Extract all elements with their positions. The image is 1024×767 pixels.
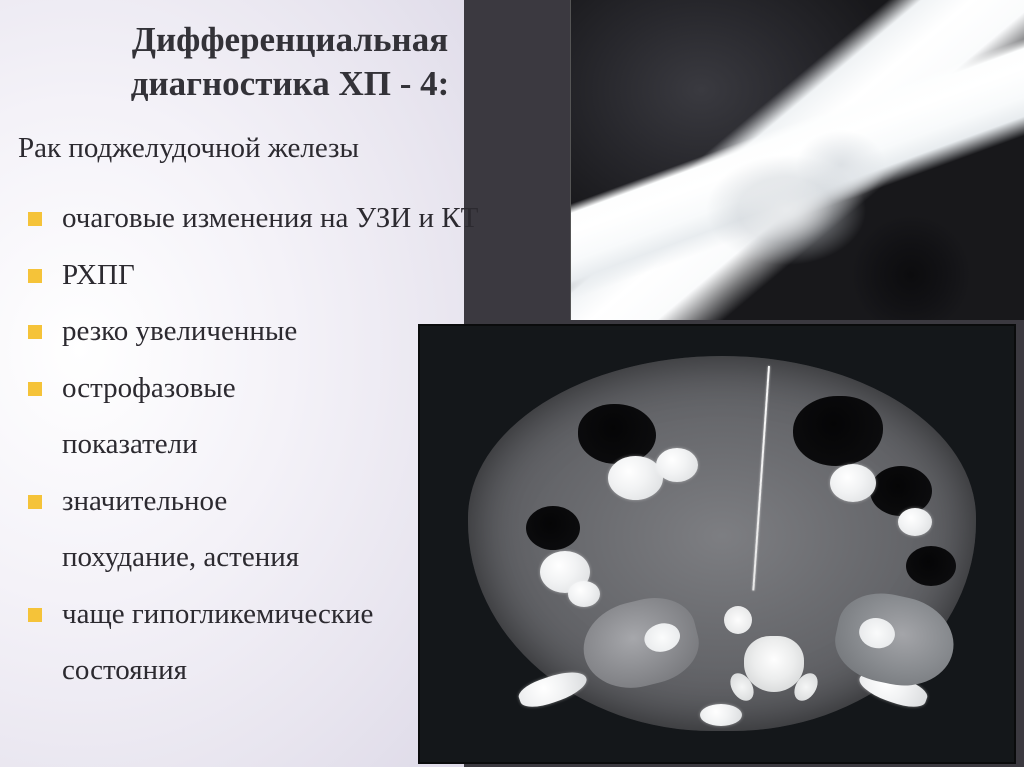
list-item: очаговые изменения на УЗИ и КТ <box>28 190 478 247</box>
list-item: острофазовые <box>28 360 478 417</box>
list-item: похудание, астения <box>28 529 478 586</box>
list-item: значительное <box>28 473 478 530</box>
slide-title: Дифференциальная диагностика ХП - 4: <box>60 18 520 106</box>
slide-subtitle: Рак поджелудочной железы <box>18 132 359 165</box>
ct-biopsy-needle <box>752 366 770 591</box>
ct-body-outline <box>468 356 976 731</box>
ct-kidney-right <box>828 585 962 696</box>
ct-gas-pocket <box>526 506 580 550</box>
ct-contrast <box>568 581 600 607</box>
ct-gas-pocket <box>578 404 656 464</box>
title-line-2: диагностика ХП - 4: <box>131 64 450 103</box>
list-item: показатели <box>28 416 478 473</box>
title-line-1: Дифференциальная <box>132 20 448 59</box>
ct-vertebra <box>744 636 804 692</box>
list-item: чаще гипогликемические <box>28 586 478 643</box>
list-item: РХПГ <box>28 247 478 304</box>
ct-contrast <box>656 448 698 482</box>
ct-contrast <box>898 508 932 536</box>
medical-image-ct-axial <box>418 324 1016 764</box>
ct-aorta <box>724 606 752 634</box>
list-item: состояния <box>28 642 478 699</box>
ct-pelvis-bone <box>700 704 742 726</box>
ct-kidney-left <box>574 588 706 698</box>
bullet-list: очаговые изменения на УЗИ и КТ РХПГ резк… <box>28 190 478 699</box>
ct-gas-pocket <box>906 546 956 586</box>
medical-image-ercp <box>570 0 1024 320</box>
list-item: резко увеличенные <box>28 303 478 360</box>
ct-gas-pocket <box>793 396 883 466</box>
ct-contrast <box>830 464 876 502</box>
ct-pelvis-bone <box>516 665 591 713</box>
ct-gas-pocket <box>870 466 932 516</box>
ct-contrast <box>608 456 663 500</box>
